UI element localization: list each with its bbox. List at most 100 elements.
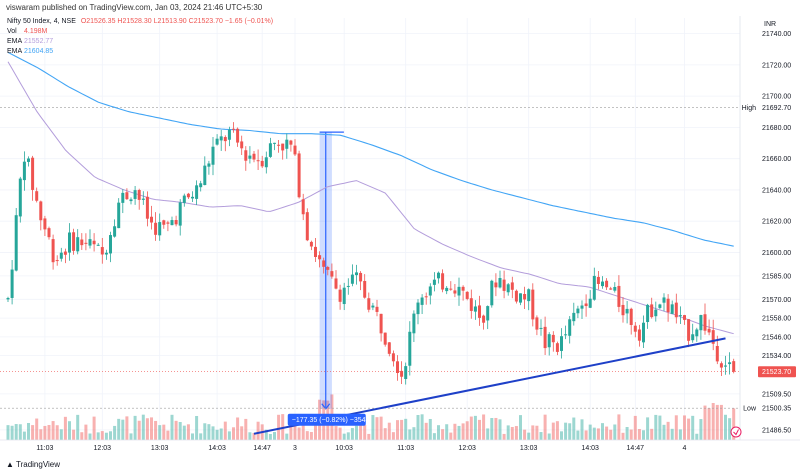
footer-brand: TradingView xyxy=(16,460,61,469)
candle-body xyxy=(141,198,145,200)
tradingview-logo-icon[interactable]: ▲ xyxy=(6,460,14,469)
volume-bar xyxy=(223,421,227,440)
last-price-value: 21523.70 xyxy=(762,369,791,376)
volume-bar xyxy=(478,419,481,440)
candle-body xyxy=(404,366,408,380)
volume-bar xyxy=(482,414,486,440)
volume-bar xyxy=(539,432,543,440)
candle-body xyxy=(646,304,650,323)
candle-body xyxy=(408,331,412,366)
volume-bar xyxy=(646,417,650,440)
volume-bar xyxy=(510,426,514,440)
volume-bar xyxy=(400,419,404,440)
volume-bar xyxy=(523,429,527,440)
y-tick-label: 21546.00 xyxy=(762,334,791,341)
candle-body xyxy=(268,143,272,157)
candle-body xyxy=(543,326,547,349)
y-tick-label: 21486.50 xyxy=(762,427,791,434)
candle-body xyxy=(527,289,531,302)
x-tick-label: 14:47 xyxy=(253,445,271,452)
candle-body xyxy=(539,327,543,329)
x-tick-label: 11:03 xyxy=(36,445,53,452)
volume-bar xyxy=(35,418,39,440)
candle-body xyxy=(523,293,527,300)
volume-bar xyxy=(355,425,358,440)
candle-body xyxy=(10,269,14,298)
candle-body xyxy=(166,222,170,224)
volume-bar xyxy=(150,417,153,440)
candle-body xyxy=(445,287,449,292)
volume-bar xyxy=(178,422,182,440)
low-value: 21500.35 xyxy=(762,406,791,413)
x-tick-label: 10:03 xyxy=(335,445,353,452)
volume-bar xyxy=(215,429,219,440)
volume-bar xyxy=(428,418,432,440)
volume-bar xyxy=(527,432,531,440)
x-tick-label: 12:03 xyxy=(458,445,476,452)
candle-body xyxy=(338,289,342,302)
candle-body xyxy=(117,202,121,229)
volume-bar xyxy=(18,424,22,440)
y-tick-label: 21660.00 xyxy=(762,156,791,163)
candle-body xyxy=(223,137,227,142)
candle-body xyxy=(51,239,55,263)
volume-bar xyxy=(621,432,625,440)
volume-bar xyxy=(408,429,412,440)
candle-body xyxy=(519,293,522,303)
goto-realtime-icon[interactable] xyxy=(730,426,742,438)
volume-bar xyxy=(629,429,633,440)
candle-body xyxy=(588,298,592,308)
volume-bar xyxy=(113,425,117,440)
candle-body xyxy=(412,313,416,334)
candle-body xyxy=(461,286,465,291)
candle-body xyxy=(43,218,47,230)
candle-body xyxy=(137,190,141,200)
volume-bar xyxy=(695,433,699,440)
candle-body xyxy=(236,128,240,143)
volume-bar xyxy=(535,425,539,440)
volume-bar xyxy=(158,425,162,440)
candle-body xyxy=(322,260,326,267)
candle-body xyxy=(150,216,153,223)
volume-bar xyxy=(494,417,498,440)
volume-bar xyxy=(662,424,666,440)
legend-ema1-label: EMA xyxy=(7,38,23,45)
candle-body xyxy=(703,314,707,331)
candle-body xyxy=(158,222,162,236)
candle-body xyxy=(22,161,26,181)
volume-bar xyxy=(502,433,506,440)
last-price-badge xyxy=(758,366,796,378)
candle-body xyxy=(555,343,559,352)
candle-body xyxy=(342,287,346,305)
candle-body xyxy=(666,298,670,313)
volume-bar xyxy=(580,419,584,440)
candle-body xyxy=(170,220,174,226)
volume-bar xyxy=(371,415,375,440)
volume-bar xyxy=(568,423,572,440)
candle-body xyxy=(674,302,678,318)
candle-body xyxy=(617,285,621,307)
y-tick-label: 21700.00 xyxy=(762,94,791,101)
candle-body xyxy=(441,273,445,290)
candle-body xyxy=(719,363,723,368)
volume-bar xyxy=(531,425,535,440)
candle-body xyxy=(715,345,719,362)
candle-body xyxy=(375,306,379,312)
volume-bar xyxy=(207,424,211,440)
candle-body xyxy=(687,319,691,341)
candle-body xyxy=(625,308,629,314)
volume-bar xyxy=(293,420,297,440)
volume-bar xyxy=(609,429,613,440)
volume-bar xyxy=(453,423,457,440)
candle-body xyxy=(502,279,506,291)
volume-bar xyxy=(633,415,637,440)
volume-bar xyxy=(68,421,71,440)
volume-bar xyxy=(432,433,436,440)
volume-bar xyxy=(547,433,551,440)
volume-bar xyxy=(461,423,465,440)
candle-body xyxy=(650,304,654,318)
volume-bar xyxy=(420,414,424,440)
candle-body xyxy=(449,288,453,290)
